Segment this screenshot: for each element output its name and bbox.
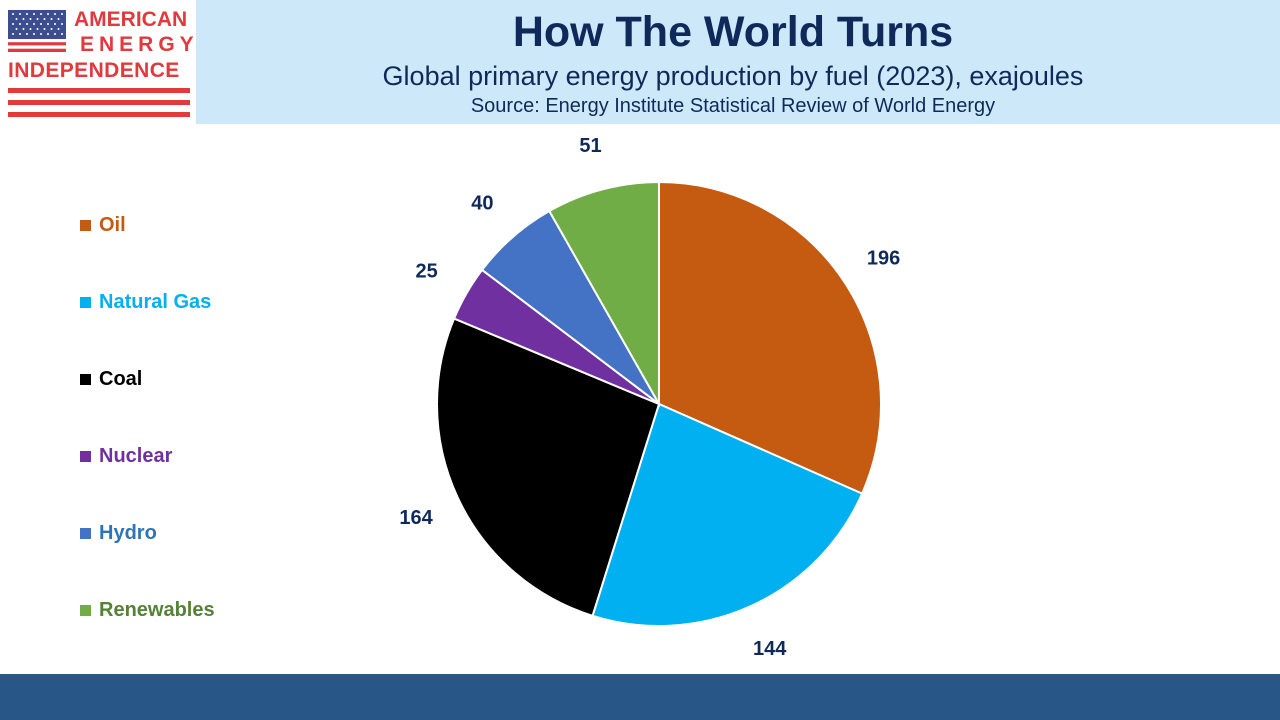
data-label: 164 xyxy=(399,507,433,529)
chart-source: Source: Energy Institute Statistical Rev… xyxy=(470,95,996,117)
brand-line-american: AMERICAN xyxy=(74,8,188,31)
chart-title: How The World Turns xyxy=(512,8,954,56)
us-flag-icon xyxy=(8,10,66,52)
pie-slice-coal xyxy=(436,317,661,618)
header-band xyxy=(196,0,1280,124)
data-label: 40 xyxy=(471,192,493,214)
logo: AMERICAN ENERGY INDEPENDENCE xyxy=(0,0,196,124)
pie-slice-oil xyxy=(658,180,882,495)
legend-swatch xyxy=(80,451,91,462)
legend-label: Nuclear xyxy=(99,445,173,467)
data-label: 196 xyxy=(867,248,900,270)
legend-label: Coal xyxy=(99,368,143,390)
brand-line-energy: ENERGY xyxy=(80,33,199,56)
data-label: 51 xyxy=(579,135,601,157)
pie-chart: 196 144 164 25 40 51 xyxy=(399,135,900,660)
logo-stripe xyxy=(8,100,190,105)
data-label: 25 xyxy=(416,260,438,282)
logo-stripe xyxy=(8,88,190,93)
logo-stripe xyxy=(8,112,190,117)
pie-slice-natural-gas xyxy=(591,402,864,627)
data-label: 144 xyxy=(753,638,787,660)
legend-item: Natural Gas xyxy=(80,291,211,314)
legend-item: Hydro xyxy=(80,522,157,545)
legend-swatch xyxy=(80,605,91,616)
legend-swatch xyxy=(80,528,91,539)
legend-item: Renewables xyxy=(80,599,215,622)
legend-item: Oil xyxy=(80,214,126,237)
legend-label: Natural Gas xyxy=(99,291,212,313)
legend-item: Coal xyxy=(80,368,142,391)
pie-slice-renewables xyxy=(547,180,660,408)
legend-label: Hydro xyxy=(99,522,157,544)
legend-swatch xyxy=(80,297,91,308)
footer-bar xyxy=(0,674,1280,720)
brand-line-independence: INDEPENDENCE xyxy=(8,59,180,82)
legend-label: Renewables xyxy=(99,599,215,621)
chart-subtitle: Global primary energy production by fuel… xyxy=(382,61,1084,91)
legend-item: Nuclear xyxy=(80,445,172,468)
legend-swatch xyxy=(80,374,91,385)
legend-swatch xyxy=(80,220,91,231)
legend-label: Oil xyxy=(99,214,126,236)
